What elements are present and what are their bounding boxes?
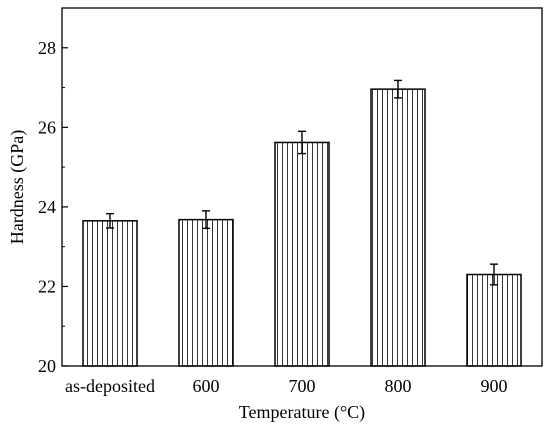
error-bar-700 — [298, 130, 306, 155]
error-bar-as-deposited — [106, 212, 114, 229]
x-tick-label: as-deposited — [65, 376, 155, 396]
bar-600 — [178, 218, 234, 367]
x-tick-label: 600 — [193, 376, 220, 396]
plot-frame — [61, 7, 543, 367]
y-tick-label: 26 — [38, 117, 56, 137]
bar-900 — [466, 273, 522, 367]
bar-as-deposited — [82, 220, 138, 367]
y-tick-label: 28 — [38, 38, 56, 58]
y-tick-label: 20 — [38, 356, 56, 376]
x-tick-label: 900 — [481, 376, 508, 396]
error-bar-900 — [490, 263, 498, 286]
y-axis-label: Hardness (GPa) — [7, 130, 28, 244]
x-tick-label: 800 — [385, 376, 412, 396]
x-axis-ticks: as-deposited 600 700 800 900 — [65, 376, 507, 396]
y-axis-ticks: 20 22 24 26 28 — [38, 7, 68, 376]
error-bars — [106, 79, 498, 286]
y-tick-label: 22 — [38, 276, 56, 296]
x-tick-label: 700 — [289, 376, 316, 396]
error-bar-800 — [394, 79, 402, 99]
error-bar-600 — [202, 210, 210, 230]
bar-800 — [370, 88, 426, 367]
x-axis-label: Temperature (°C) — [239, 402, 365, 423]
y-tick-label: 24 — [38, 197, 56, 217]
bar-700 — [274, 141, 330, 367]
